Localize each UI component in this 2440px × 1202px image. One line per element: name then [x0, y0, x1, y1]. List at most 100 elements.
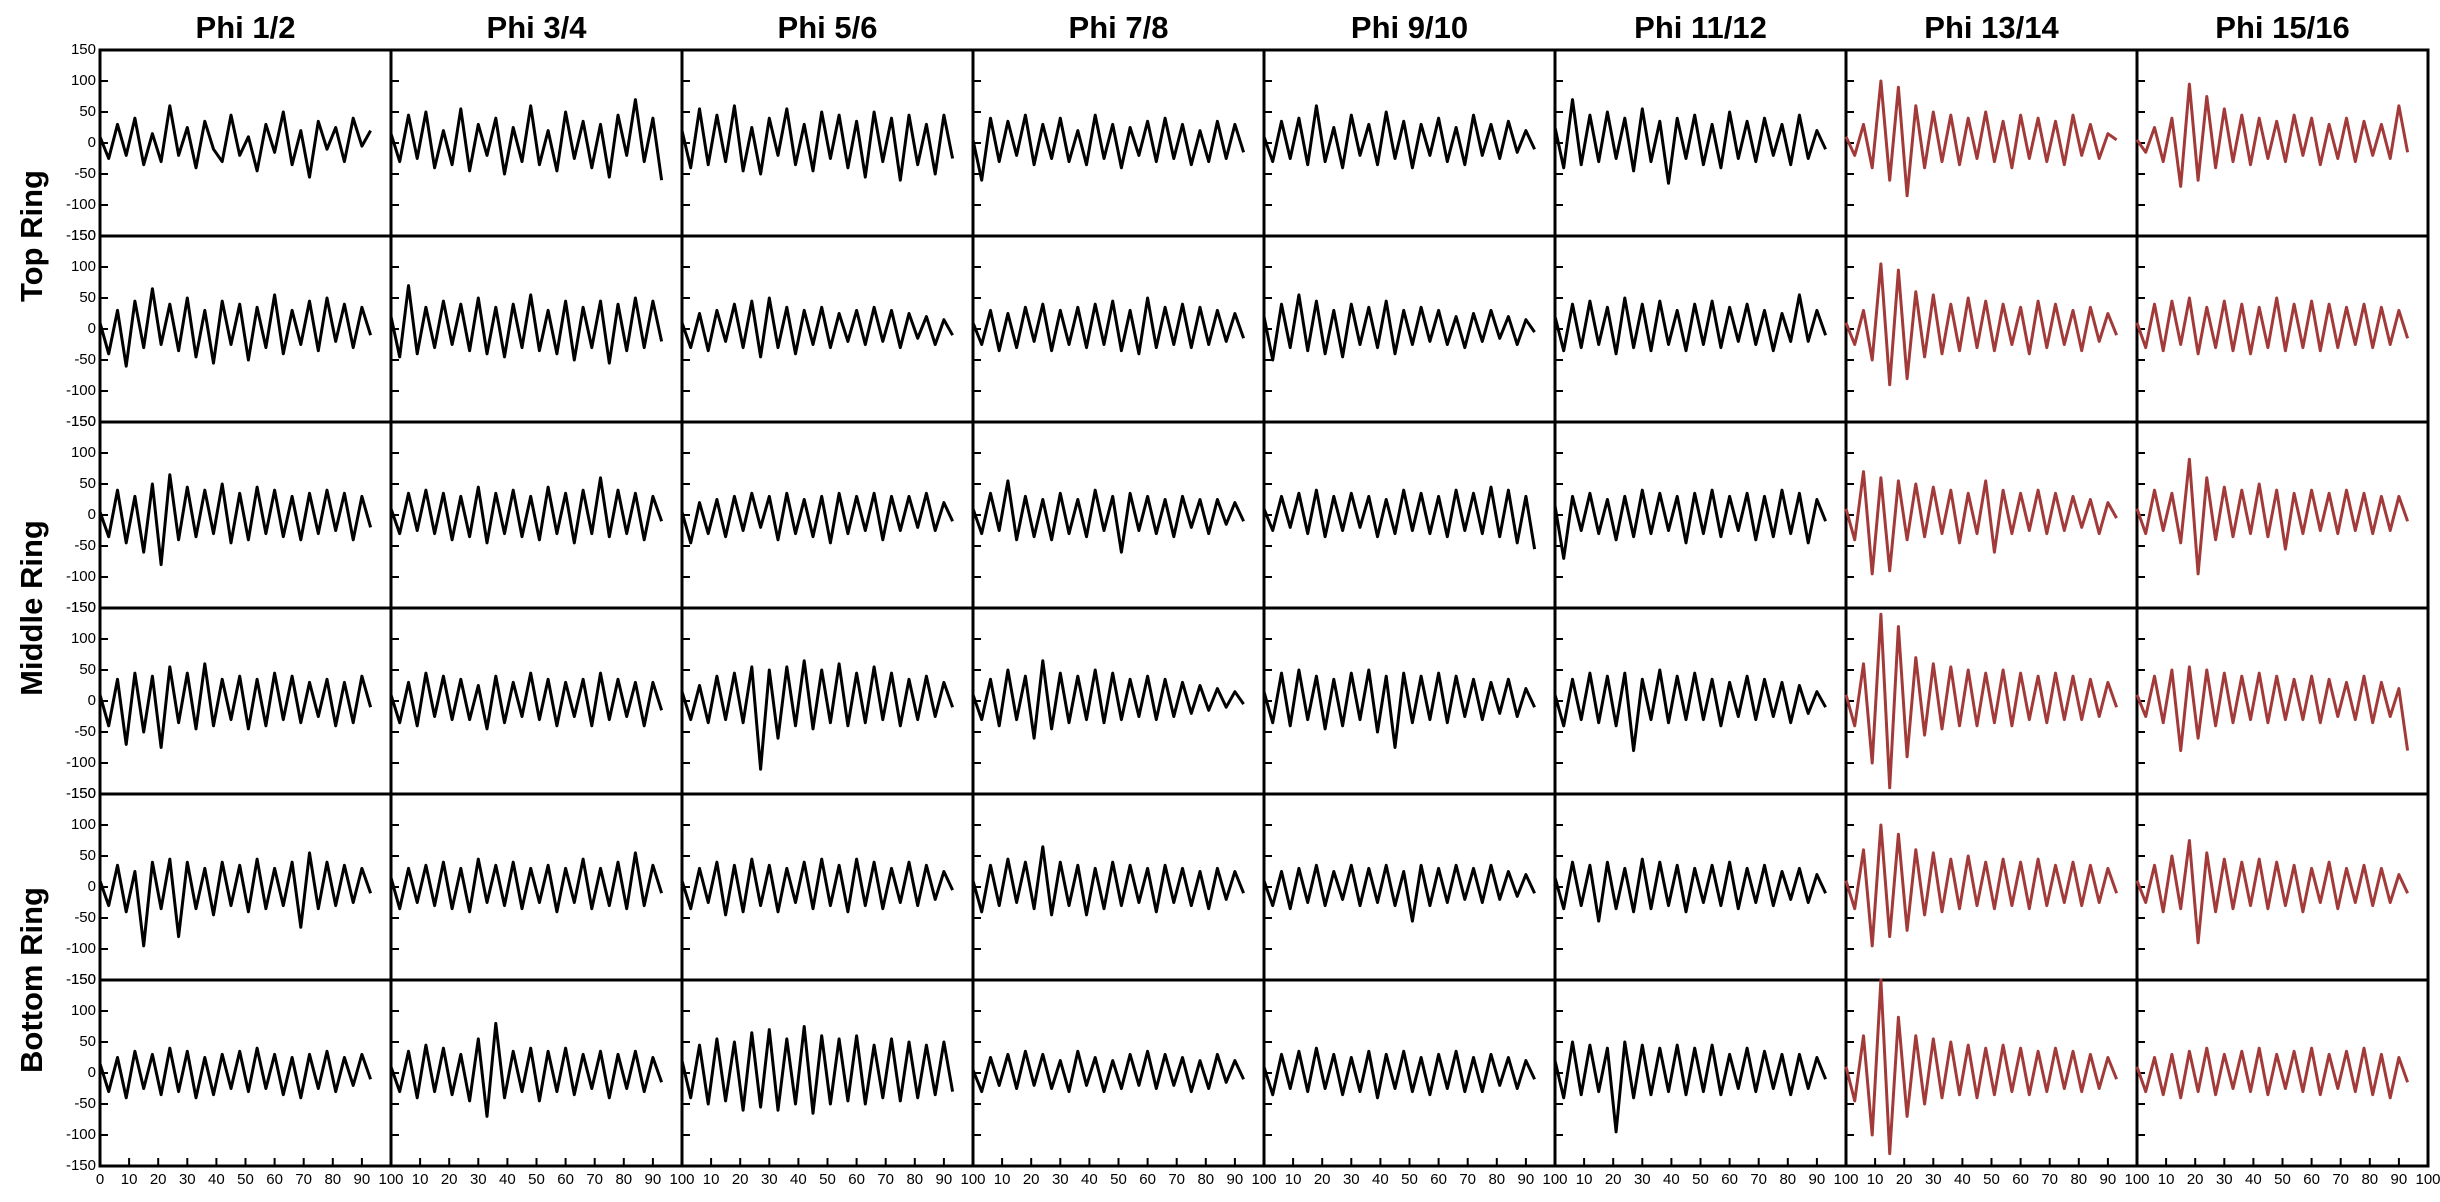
x-tick-label: 80: [1197, 1171, 1214, 1188]
x-tick-label: 70: [1459, 1171, 1476, 1188]
x-tick-label: 40: [1663, 1171, 1680, 1188]
data-line: [1553, 857, 1827, 923]
y-tick-label: 100: [71, 1002, 96, 1019]
y-tick-label: 100: [71, 72, 96, 89]
x-tick-label: 50: [1110, 1171, 1127, 1188]
x-tick-label: 60: [1430, 1171, 1447, 1188]
x-tick-label: 80: [1488, 1171, 1505, 1188]
x-tick-label: 20: [1023, 1171, 1040, 1188]
data-line: [2135, 82, 2410, 188]
y-tick-label: 150: [71, 227, 96, 244]
y-tick-label: 0: [88, 506, 96, 523]
x-tick-label: 90: [1227, 1171, 1244, 1188]
column-title: Phi 13/14: [1924, 10, 2059, 45]
data-line: [1262, 668, 1536, 749]
data-line: [1844, 978, 2118, 1156]
data-line: [680, 296, 954, 359]
column-title: Phi 9/10: [1351, 10, 1468, 45]
data-line: [98, 287, 373, 368]
x-tick-label: 30: [179, 1171, 196, 1188]
column-title: Phi 1/2: [196, 10, 296, 45]
y-tick-label: 100: [71, 444, 96, 461]
data-line: [98, 851, 373, 948]
y-tick-label: 0: [88, 1064, 96, 1081]
y-tick-label: -150: [66, 227, 96, 244]
panel-frame: [1262, 792, 1557, 982]
x-tick-label: 40: [208, 1171, 225, 1188]
data-line: [680, 659, 955, 771]
x-tick-label: 70: [1168, 1171, 1185, 1188]
x-tick-label: 90: [2391, 1171, 2408, 1188]
x-tick-label: 100: [2415, 1171, 2440, 1188]
x-tick-label: 100: [960, 1171, 985, 1188]
data-line: [680, 104, 955, 182]
x-tick-label: 100: [1542, 1171, 1567, 1188]
data-line: [1844, 262, 2118, 387]
x-tick-label: 80: [906, 1171, 923, 1188]
x-tick-label: 50: [1401, 1171, 1418, 1188]
data-line: [98, 1046, 373, 1100]
panel-frame: [971, 48, 1266, 238]
data-line: [389, 671, 664, 731]
y-tick-label: 150: [71, 785, 96, 802]
y-tick-label: -150: [66, 971, 96, 988]
y-tick-label: -50: [74, 723, 96, 740]
x-tick-label: 20: [1896, 1171, 1913, 1188]
y-tick-label: -50: [74, 1095, 96, 1112]
x-tick-label: 90: [354, 1171, 371, 1188]
x-tick-label: 50: [237, 1171, 254, 1188]
x-tick-label: 20: [2187, 1171, 2204, 1188]
data-line: [971, 113, 1246, 182]
y-tick-label: 100: [71, 816, 96, 833]
x-tick-label: 100: [1833, 1171, 1858, 1188]
y-tick-label: 50: [79, 661, 96, 678]
data-line: [1844, 470, 2118, 576]
y-tick-label: 150: [71, 41, 96, 58]
data-line: [1262, 104, 1536, 170]
data-line: [1553, 293, 1828, 356]
data-line: [2135, 457, 2410, 576]
y-tick-label: -50: [74, 351, 96, 368]
x-tick-label: 70: [2041, 1171, 2058, 1188]
x-tick-label: 80: [2361, 1171, 2378, 1188]
x-tick-label: 20: [1314, 1171, 1331, 1188]
y-tick-label: -150: [66, 785, 96, 802]
x-tick-label: 10: [412, 1171, 429, 1188]
x-tick-label: 90: [645, 1171, 662, 1188]
data-line: [98, 473, 373, 567]
y-tick-label: 100: [71, 630, 96, 647]
x-tick-label: 10: [703, 1171, 720, 1188]
x-tick-label: 60: [1139, 1171, 1156, 1188]
data-line: [389, 476, 664, 545]
y-tick-label: 50: [79, 289, 96, 306]
x-tick-label: 100: [378, 1171, 403, 1188]
x-tick-label: 80: [615, 1171, 632, 1188]
data-line: [1262, 293, 1536, 362]
data-line: [680, 857, 954, 917]
y-tick-label: -150: [66, 599, 96, 616]
x-tick-label: 40: [2245, 1171, 2262, 1188]
x-tick-label: 40: [1372, 1171, 1389, 1188]
data-line: [1262, 485, 1537, 550]
data-line: [389, 98, 664, 181]
x-tick-label: 60: [1721, 1171, 1738, 1188]
x-tick-label: 30: [1634, 1171, 1651, 1188]
x-tick-label: 60: [266, 1171, 283, 1188]
y-tick-label: 100: [71, 258, 96, 275]
x-tick-label: 10: [121, 1171, 138, 1188]
y-tick-label: 50: [79, 1033, 96, 1050]
x-tick-label: 10: [1285, 1171, 1302, 1188]
y-tick-label: -100: [66, 940, 96, 957]
data-line: [680, 491, 954, 545]
y-tick-label: -150: [66, 1157, 96, 1174]
panel-frame: [971, 420, 1266, 610]
x-tick-label: 60: [557, 1171, 574, 1188]
y-tick-label: 0: [88, 692, 96, 709]
data-line: [680, 1025, 955, 1115]
y-tick-label: 0: [88, 320, 96, 337]
x-tick-label: 30: [1052, 1171, 1069, 1188]
y-tick-label: 50: [79, 475, 96, 492]
y-tick-label: -50: [74, 909, 96, 926]
y-tick-label: -50: [74, 165, 96, 182]
